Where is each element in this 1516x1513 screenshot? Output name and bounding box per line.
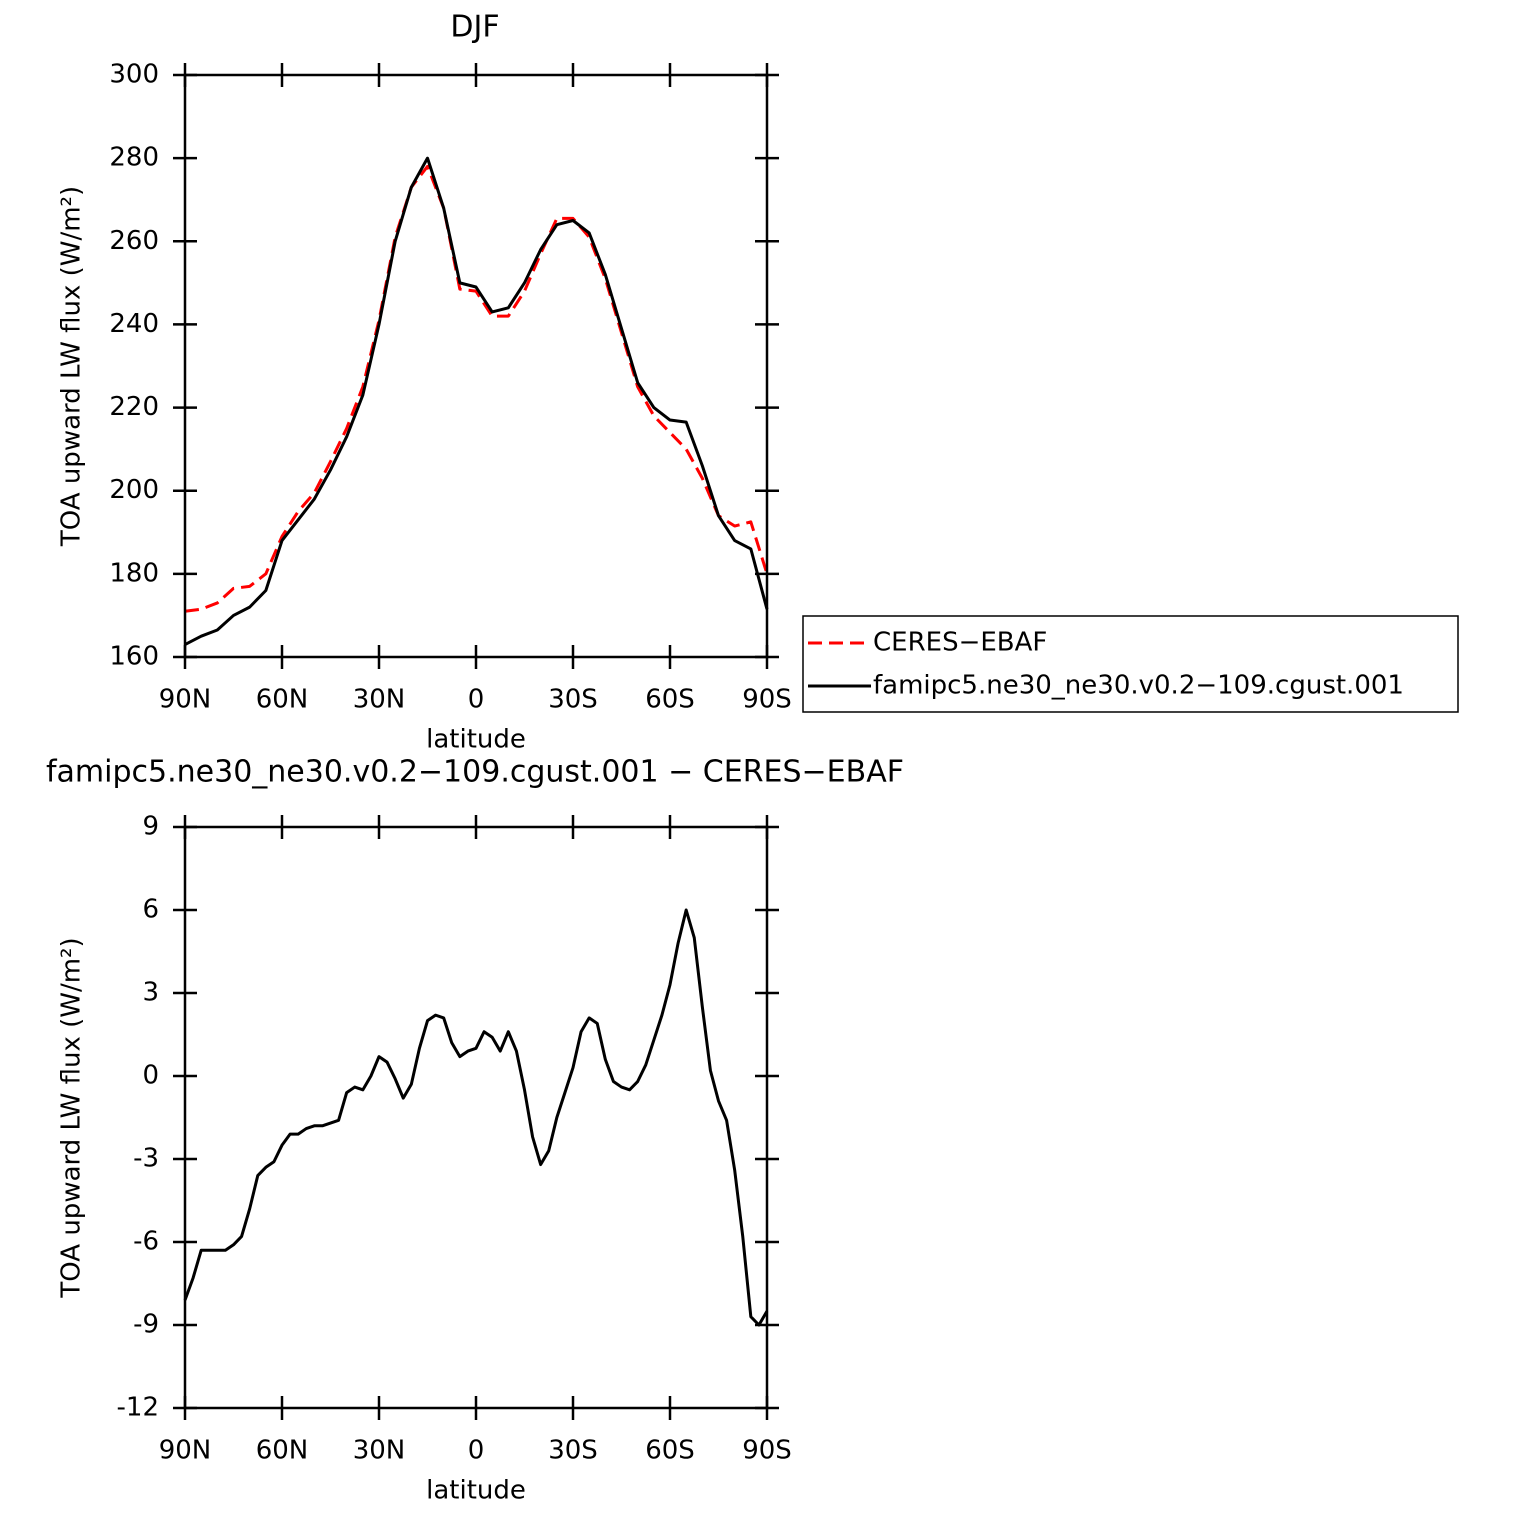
legend-box bbox=[802, 615, 1459, 713]
x-tick-label: 90N bbox=[159, 685, 212, 715]
y-tick-label: 200 bbox=[109, 475, 159, 505]
x-tick-label: 90N bbox=[159, 1436, 212, 1466]
data-line bbox=[184, 156, 769, 646]
x-tick-label: 30N bbox=[353, 685, 406, 715]
x-tick-label: 90S bbox=[742, 685, 792, 715]
y-tick-label: 220 bbox=[109, 392, 159, 422]
legend-label: famipc5.ne30_ne30.v0.2−109.cgust.001 bbox=[873, 671, 1404, 701]
y-tick-label: 180 bbox=[109, 558, 159, 588]
x-tick-label: 60S bbox=[645, 685, 695, 715]
x-tick-label: 0 bbox=[468, 1436, 485, 1466]
y-axis-label: TOA upward LW flux (W/m²) bbox=[57, 937, 87, 1298]
x-axis-label: latitude bbox=[426, 725, 526, 755]
y-tick-label: 260 bbox=[109, 226, 159, 256]
y-tick-label: -3 bbox=[133, 1144, 159, 1174]
x-tick-label: 30S bbox=[548, 1436, 598, 1466]
chart-title: famipc5.ne30_ne30.v0.2−109.cgust.001 − C… bbox=[46, 755, 904, 790]
y-tick-label: 6 bbox=[142, 895, 159, 925]
legend-label: CERES−EBAF bbox=[873, 628, 1047, 658]
y-tick-label: 280 bbox=[109, 143, 159, 173]
y-tick-label: 9 bbox=[142, 812, 159, 842]
x-tick-label: 30N bbox=[353, 1436, 406, 1466]
y-tick-label: 240 bbox=[109, 309, 159, 339]
x-tick-label: 90S bbox=[742, 1436, 792, 1466]
legend: CERES−EBAF famipc5.ne30_ne30.v0.2−109.cgu… bbox=[802, 615, 1459, 713]
x-tick-label: 0 bbox=[468, 685, 485, 715]
y-tick-label: -9 bbox=[133, 1310, 159, 1340]
data-line bbox=[183, 908, 769, 1327]
x-axis-label: latitude bbox=[426, 1476, 526, 1506]
y-axis-label: TOA upward LW flux (W/m²) bbox=[57, 186, 87, 547]
y-tick-label: 160 bbox=[109, 642, 159, 672]
data-line bbox=[184, 164, 769, 613]
x-tick-label: 60N bbox=[256, 685, 309, 715]
y-tick-label: 300 bbox=[109, 60, 159, 90]
x-tick-label: 60S bbox=[645, 1436, 695, 1466]
x-tick-label: 30S bbox=[548, 685, 598, 715]
y-tick-label: 0 bbox=[142, 1061, 159, 1091]
y-tick-label: 3 bbox=[142, 978, 159, 1008]
chart-title: DJF bbox=[450, 10, 499, 45]
x-tick-label: 60N bbox=[256, 1436, 309, 1466]
y-tick-label: -12 bbox=[117, 1393, 159, 1423]
y-tick-label: -6 bbox=[133, 1227, 159, 1257]
